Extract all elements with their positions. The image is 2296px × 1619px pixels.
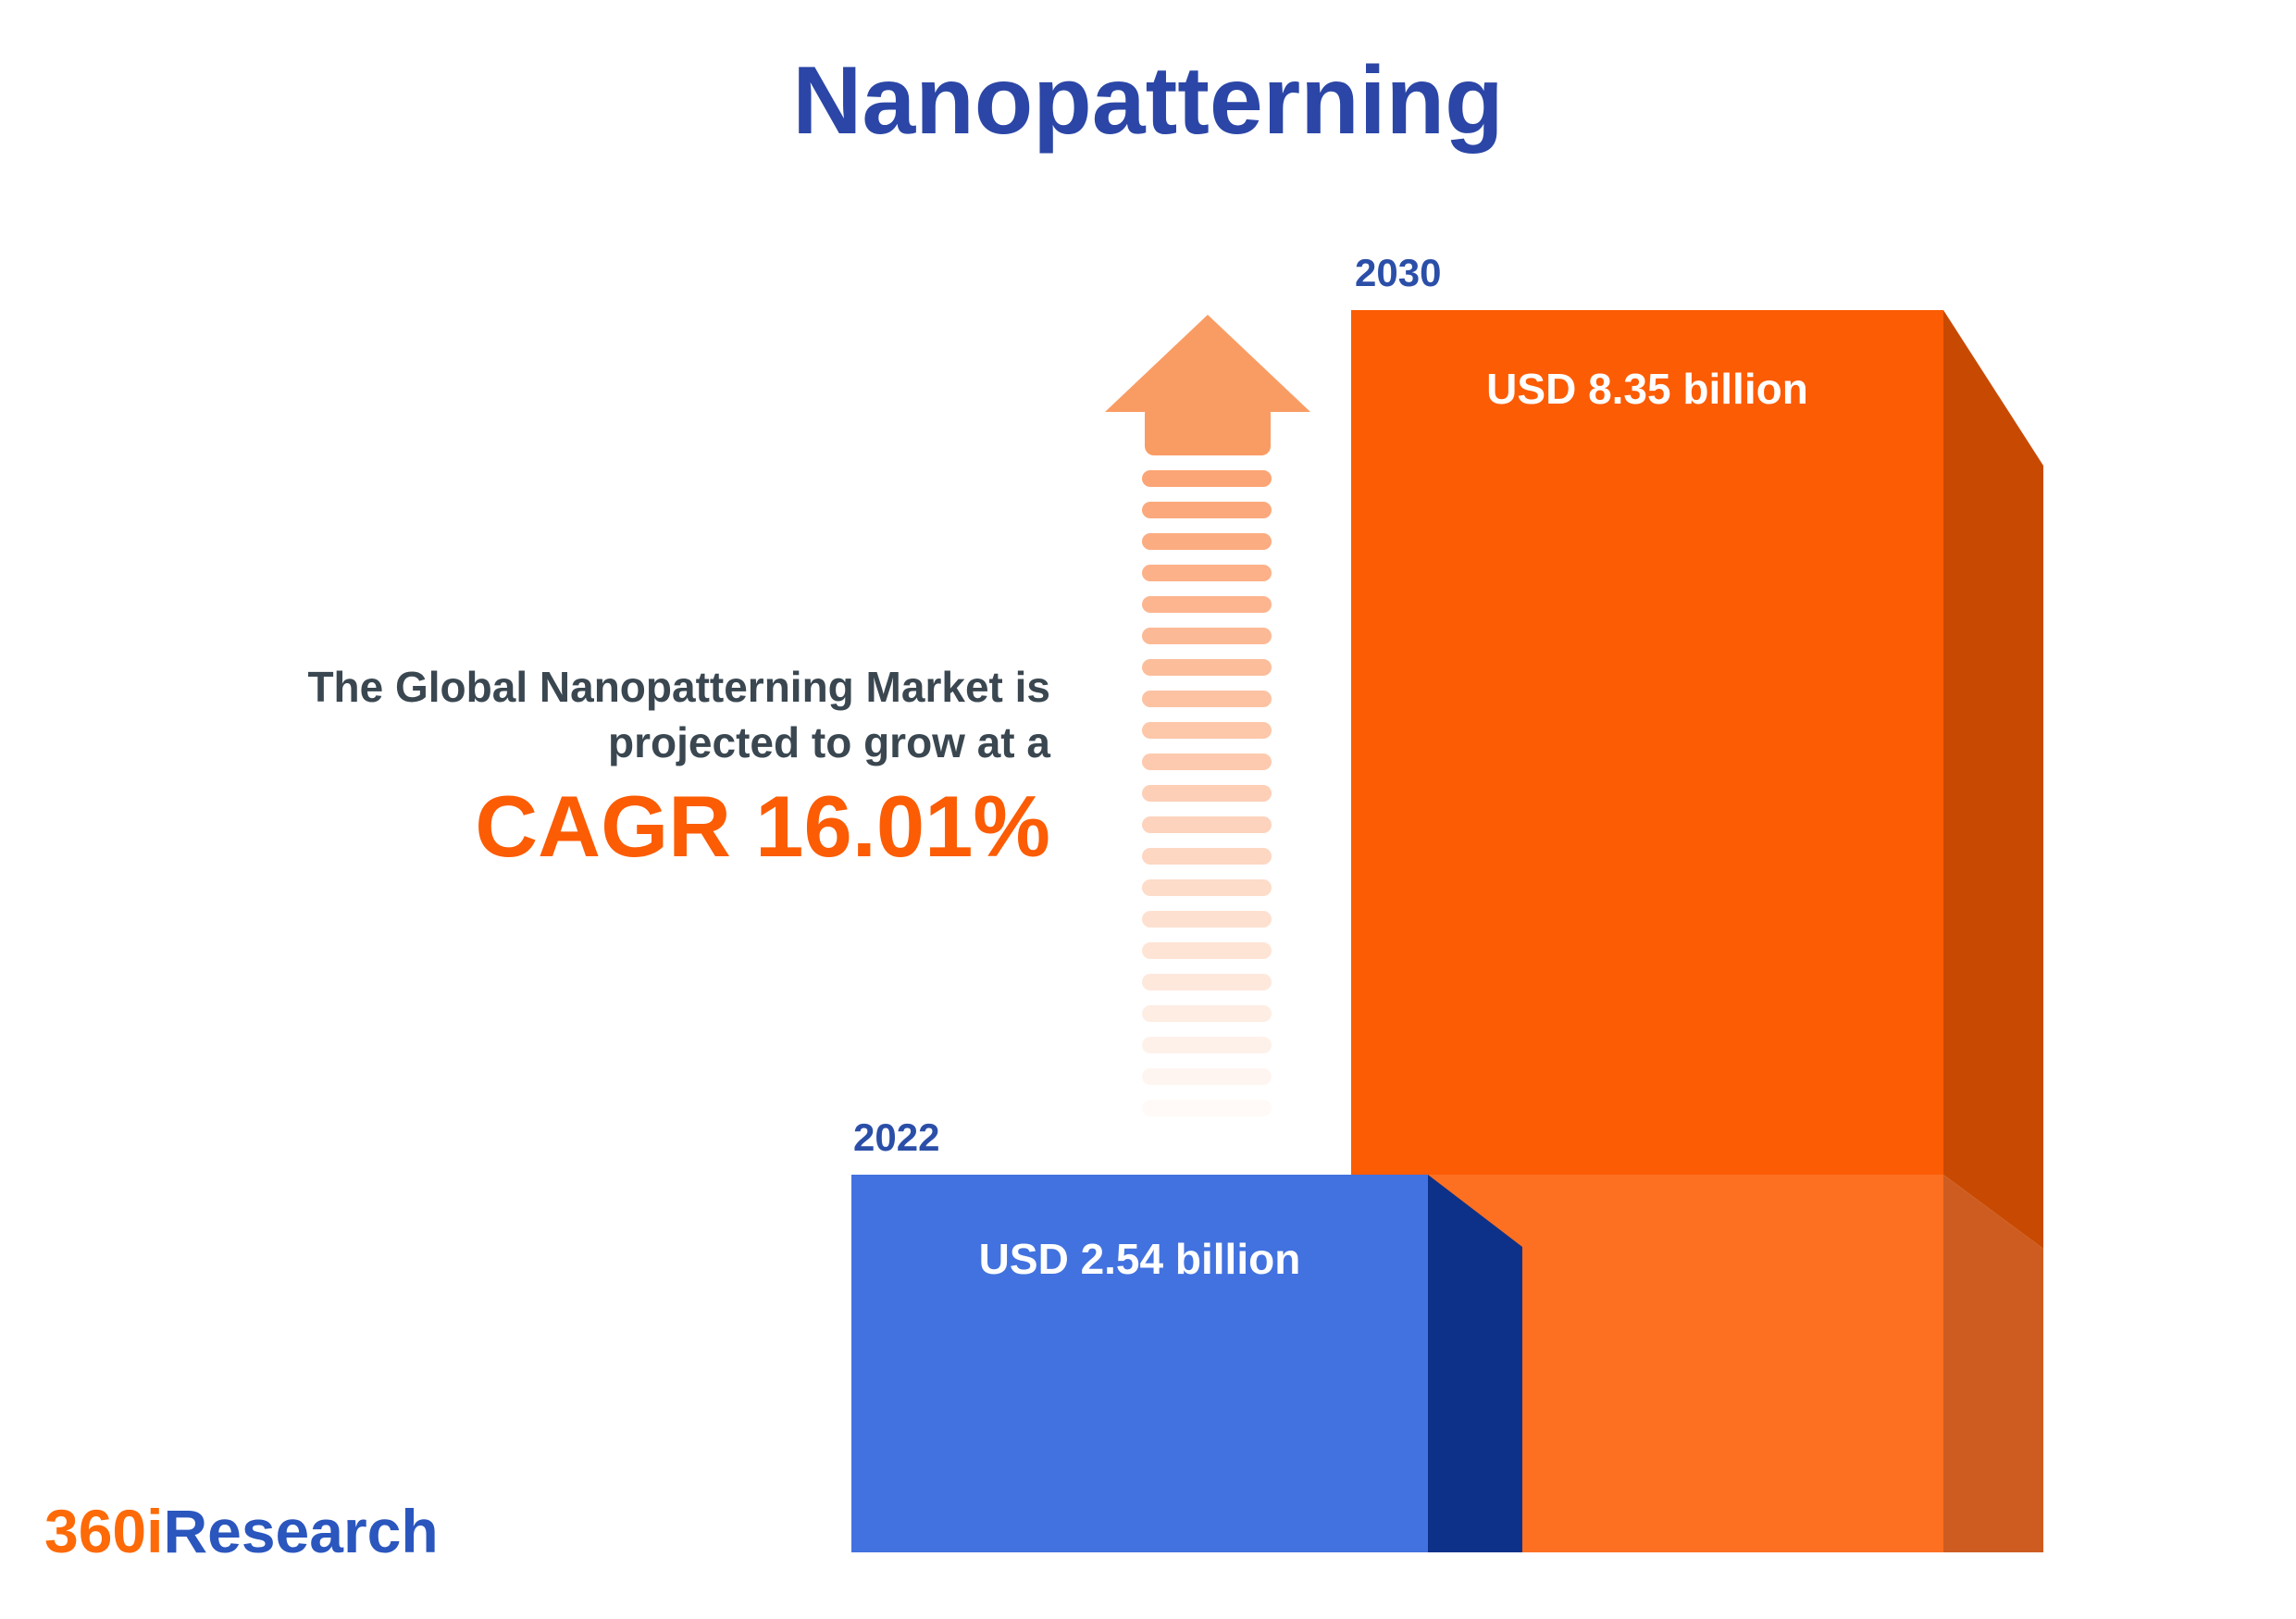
bar-value-2022: USD 2.54 billion: [978, 1235, 1301, 1283]
arrow-dash: [1142, 816, 1272, 833]
bar-2030-side-face: [1943, 310, 2043, 1249]
subtitle-line-1: The Global Nanopatterning Market is: [307, 663, 1050, 711]
logo-suffix: Research: [163, 1497, 439, 1565]
arrow-dash: [1142, 848, 1272, 865]
arrow-dash: [1142, 785, 1272, 802]
bar-value-2030: USD 8.35 billion: [1486, 365, 1808, 413]
arrow-dash: [1142, 565, 1272, 581]
growth-arrow-icon: [1105, 315, 1310, 1116]
arrow-dash: [1142, 659, 1272, 676]
cagr-value: CAGR 16.01%: [475, 778, 1050, 875]
arrow-dash: [1142, 596, 1272, 613]
arrow-dash: [1142, 722, 1272, 739]
arrow-dash: [1142, 974, 1272, 990]
arrow-dash: [1142, 1037, 1272, 1053]
arrow-dash: [1142, 502, 1272, 518]
bar-2030-side-face-lower: [1943, 1175, 2043, 1552]
arrow-dash: [1142, 1005, 1272, 1022]
arrow-neck: [1145, 405, 1271, 455]
arrow-dash: [1142, 753, 1272, 770]
arrow-head: [1105, 315, 1310, 412]
subtitle-line-2: projected to grow at a: [608, 718, 1050, 766]
arrow-dash: [1142, 1100, 1272, 1116]
subtitle-block: The Global Nanopatterning Market is proj…: [307, 659, 1050, 874]
arrow-dash: [1142, 1068, 1272, 1085]
logo-360iresearch: 360iResearch: [44, 1496, 439, 1566]
year-label-2022: 2022: [853, 1115, 940, 1159]
arrow-dash: [1142, 879, 1272, 896]
arrow-dash: [1142, 942, 1272, 959]
logo-prefix: 360i: [44, 1497, 164, 1565]
arrow-dash: [1142, 533, 1272, 550]
bar-2022-side-face: [1428, 1175, 1522, 1552]
year-label-2030: 2030: [1355, 251, 1442, 294]
arrow-dash: [1142, 911, 1272, 928]
arrow-dash: [1142, 691, 1272, 707]
arrow-dash: [1142, 628, 1272, 644]
arrow-dash: [1142, 470, 1272, 487]
bar-2022-front-face: [851, 1175, 1428, 1552]
page-title: Nanopatterning: [792, 47, 1504, 155]
